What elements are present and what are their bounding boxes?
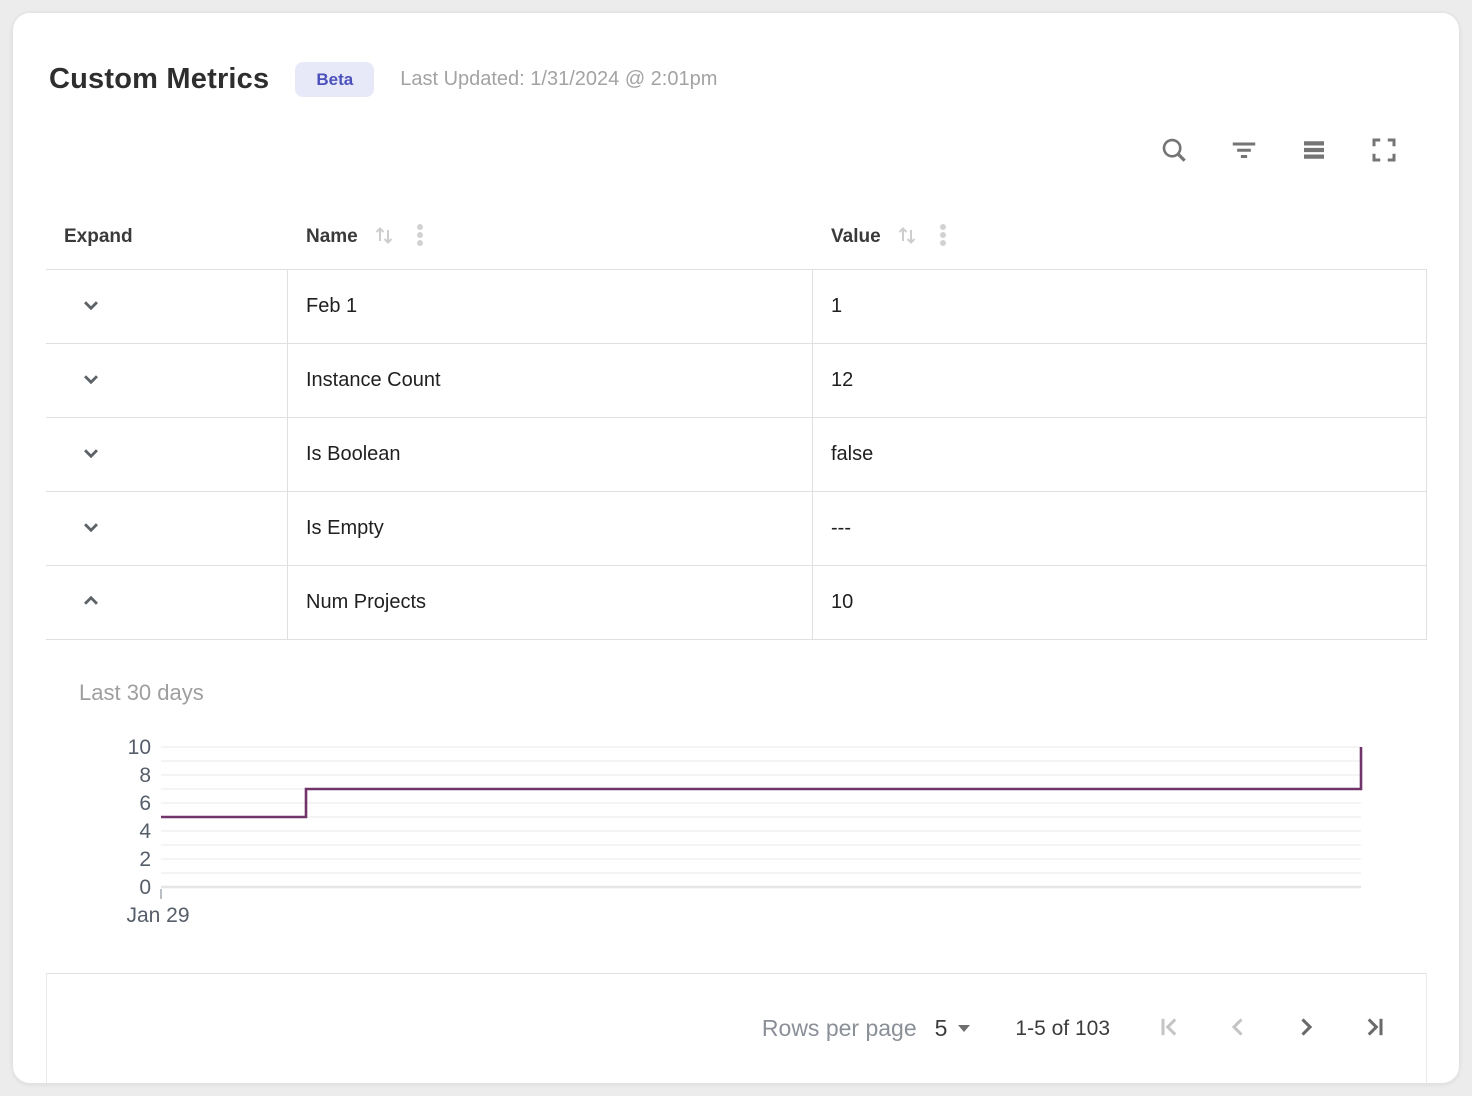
data-grid: Expand Name [46,204,1427,1083]
column-header-value[interactable]: Value [813,222,1427,251]
chart-title: Last 30 days [79,680,204,705]
series-line [161,747,1363,819]
chevron-down-icon [78,514,104,543]
first-page-icon [1156,1013,1184,1044]
expand-row-button[interactable] [77,367,105,395]
expand-cell [46,418,288,491]
search-button[interactable] [1159,135,1189,165]
last-page-icon [1360,1013,1388,1044]
grid-header-row: Expand Name [46,204,1427,270]
expand-cell [46,344,288,417]
name-cell: Is Empty [288,492,813,565]
beta-badge: Beta [295,61,375,97]
name-cell: Feb 1 [288,270,813,343]
table-row: Instance Count 12 [46,344,1427,418]
table-row: Feb 1 1 [46,270,1427,344]
value-cell: false [813,418,1427,491]
kebab-menu-icon [410,222,430,251]
chevron-right-icon [1292,1013,1320,1044]
grid-toolbar [13,134,1399,166]
search-icon [1159,135,1189,165]
column-menu-button-value[interactable] [933,222,953,251]
expand-cell [46,270,288,343]
rows-per-page-select[interactable]: 5 [935,1015,972,1042]
first-page-button[interactable] [1156,1015,1184,1043]
sort-button-name[interactable] [372,223,396,250]
table-row: Is Boolean false [46,418,1427,492]
column-header-name-label: Name [306,225,358,247]
custom-metrics-card: Custom Metrics Beta Last Updated: 1/31/2… [12,12,1460,1084]
fullscreen-button[interactable] [1369,135,1399,165]
rows-per-page-value: 5 [934,1015,948,1041]
fullscreen-icon [1369,135,1399,165]
chevron-left-icon [1224,1013,1252,1044]
value-cell: 10 [813,566,1427,639]
table-row-expanded: Num Projects 10 [46,566,1427,640]
x-tick-label: Jan 29 [126,904,189,927]
pagination-controls [1156,1015,1388,1043]
value-cell: 1 [813,270,1427,343]
page-title: Custom Metrics [49,62,270,95]
value-cell: 12 [813,344,1427,417]
expand-row-button[interactable] [77,441,105,469]
density-icon [1299,135,1329,165]
y-tick-label: 10 [128,736,151,759]
name-cell: Num Projects [288,566,813,639]
row-detail-panel: Last 30 days 10 8 6 4 2 0 [46,640,1427,971]
y-tick-label: 4 [139,820,151,843]
previous-page-button[interactable] [1224,1015,1252,1043]
expand-row-button[interactable] [77,515,105,543]
column-header-expand: Expand [46,226,288,248]
chevron-down-icon [957,1021,971,1036]
chevron-down-icon [78,292,104,321]
filter-icon [1229,135,1259,165]
expand-cell [46,492,288,565]
expand-cell [46,566,288,639]
column-menu-button-name[interactable] [410,222,430,251]
pagination-range-label: 1-5 of 103 [1015,1016,1110,1040]
page-header: Custom Metrics Beta Last Updated: 1/31/2… [13,13,1459,109]
last-page-button[interactable] [1360,1015,1388,1043]
y-tick-label: 2 [139,848,151,871]
sort-icon [372,223,396,250]
y-tick-label: 0 [139,876,151,899]
table-row: Is Empty --- [46,492,1427,566]
column-header-name[interactable]: Name [288,222,813,251]
filter-button[interactable] [1229,135,1259,165]
y-tick-label: 8 [139,764,151,787]
name-cell: Instance Count [288,344,813,417]
value-cell: --- [813,492,1427,565]
expand-row-button[interactable] [77,293,105,321]
num-projects-step-chart: 10 8 6 4 2 0 Jan 29 [126,736,1363,927]
chevron-down-icon [78,366,104,395]
y-tick-label: 6 [139,792,151,815]
density-button[interactable] [1299,135,1329,165]
chevron-down-icon [78,440,104,469]
rows-per-page-label: Rows per page [761,1015,917,1041]
last-updated-text: Last Updated: 1/31/2024 @ 2:01pm [400,67,718,90]
sort-button-value[interactable] [895,223,919,250]
chevron-up-icon [78,588,104,617]
name-cell: Is Boolean [288,418,813,491]
kebab-menu-icon [933,222,953,251]
next-page-button[interactable] [1292,1015,1320,1043]
column-header-expand-label: Expand [64,225,133,247]
collapse-row-button[interactable] [77,589,105,617]
grid-footer: Rows per page 5 1-5 of 103 [46,973,1427,1083]
column-header-value-label: Value [831,225,881,247]
sort-icon [895,223,919,250]
